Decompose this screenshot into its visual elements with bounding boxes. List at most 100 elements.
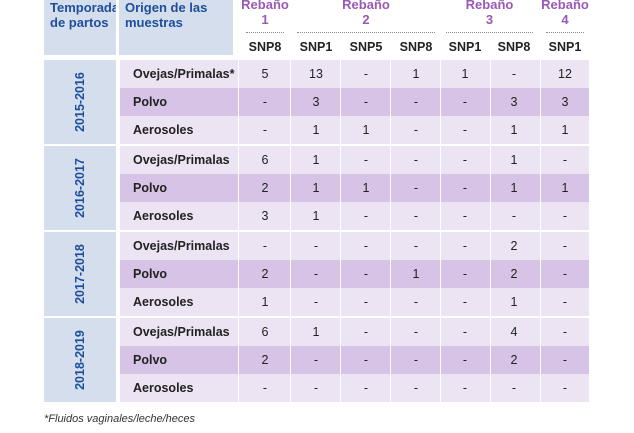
table-cell: -	[462, 325, 468, 339]
cell-divider	[390, 88, 391, 116]
cell-divider	[290, 288, 291, 316]
cell-divider	[390, 60, 391, 88]
cell-divider	[340, 288, 341, 316]
cell-divider	[290, 116, 291, 144]
cell-divider	[119, 146, 120, 174]
season-cell: 2016-2017	[44, 146, 116, 230]
cell-divider	[540, 116, 541, 144]
table-row: Polvo 2 - - - - 2 -	[119, 346, 589, 374]
cell-divider	[440, 60, 441, 88]
cell-divider	[540, 60, 541, 88]
cell-divider	[119, 346, 120, 374]
cell-divider	[238, 346, 239, 374]
cell-divider	[290, 60, 291, 88]
sample-origin: Aerosoles	[133, 123, 194, 137]
table-cell: 1	[261, 295, 269, 309]
table-row: Ovejas/Primalas 6 1 - - - 1 -	[119, 146, 589, 174]
cell-divider	[440, 318, 441, 346]
cell-divider	[340, 260, 341, 288]
cell-divider	[340, 60, 341, 88]
season-label: 2018-2019	[73, 330, 87, 390]
cell-divider	[490, 318, 491, 346]
table-cell: -	[313, 267, 319, 281]
sample-origin: Aerosoles	[133, 381, 194, 395]
table-cell: -	[413, 209, 419, 223]
cell-divider	[290, 202, 291, 230]
snp-header: SNP8	[497, 40, 531, 54]
cell-divider	[340, 174, 341, 202]
cell-divider	[540, 260, 541, 288]
table-cell: -	[511, 381, 517, 395]
cell-divider	[340, 232, 341, 260]
snp-header: SNP1	[299, 40, 333, 54]
table-cell: -	[363, 325, 369, 339]
table-cell: -	[363, 67, 369, 81]
cell-divider	[290, 374, 291, 402]
cell-divider	[490, 260, 491, 288]
table-row: Polvo 2 - - 1 - 2 -	[119, 260, 589, 288]
cell-divider	[490, 288, 491, 316]
cell-divider	[119, 260, 120, 288]
sample-origin: Polvo	[133, 353, 168, 367]
cell-divider	[540, 88, 541, 116]
table-cell: 1	[312, 209, 320, 223]
table-cell: -	[562, 381, 568, 395]
cell-divider	[238, 60, 239, 88]
table-cell: -	[562, 353, 568, 367]
header-origin: Origen de las muestras	[119, 0, 233, 55]
cell-divider	[390, 374, 391, 402]
season-label: 2015-2016	[73, 72, 87, 132]
cell-divider	[390, 116, 391, 144]
cell-divider	[540, 288, 541, 316]
table-cell: 13	[309, 67, 323, 81]
cell-divider	[238, 202, 239, 230]
table-cell: -	[562, 295, 568, 309]
table-cell: -	[413, 153, 419, 167]
cell-divider	[390, 260, 391, 288]
table-cell: -	[462, 123, 468, 137]
season-cell: 2015-2016	[44, 60, 116, 144]
table-cell: -	[363, 267, 369, 281]
table-cell: -	[413, 295, 419, 309]
table-cell: -	[262, 95, 268, 109]
sample-origin: Polvo	[133, 267, 168, 281]
table-row: Polvo - 3 - - - 3 3	[119, 88, 589, 116]
table-cell: -	[562, 153, 568, 167]
table-cell: -	[511, 209, 517, 223]
snp-header: SNP8	[399, 40, 433, 54]
cell-divider	[540, 146, 541, 174]
sample-origin: Ovejas/Primalas*	[133, 67, 235, 81]
cell-divider	[119, 202, 120, 230]
table-cell: 1	[510, 181, 518, 195]
table-cell: 1	[561, 181, 569, 195]
table-cell: -	[313, 295, 319, 309]
table-cell: 2	[261, 181, 269, 195]
cell-divider	[490, 374, 491, 402]
cell-divider	[490, 60, 491, 88]
cell-divider	[490, 202, 491, 230]
cell-divider	[440, 374, 441, 402]
cell-divider	[340, 346, 341, 374]
cell-divider	[238, 260, 239, 288]
season-cell: 2017-2018	[44, 232, 116, 316]
table-cell: 12	[558, 67, 572, 81]
table-cell: -	[413, 381, 419, 395]
table-cell: 3	[312, 95, 320, 109]
footnote: *Fluidos vaginales/leche/heces	[44, 413, 196, 425]
sample-origin: Polvo	[133, 181, 168, 195]
cell-divider	[290, 346, 291, 374]
cell-divider	[340, 116, 341, 144]
cell-divider	[540, 374, 541, 402]
header-origin-label: Origen de las muestras	[125, 0, 208, 30]
table-cell: -	[413, 353, 419, 367]
table-cell: 2	[510, 239, 518, 253]
table-cell: -	[562, 267, 568, 281]
table-cell: -	[363, 153, 369, 167]
table-cell: -	[462, 353, 468, 367]
herd-divider	[546, 32, 584, 33]
cell-divider	[490, 174, 491, 202]
cell-divider	[119, 288, 120, 316]
season-label: 2016-2017	[73, 158, 87, 218]
sample-origin: Aerosoles	[133, 209, 194, 223]
cell-divider	[238, 288, 239, 316]
